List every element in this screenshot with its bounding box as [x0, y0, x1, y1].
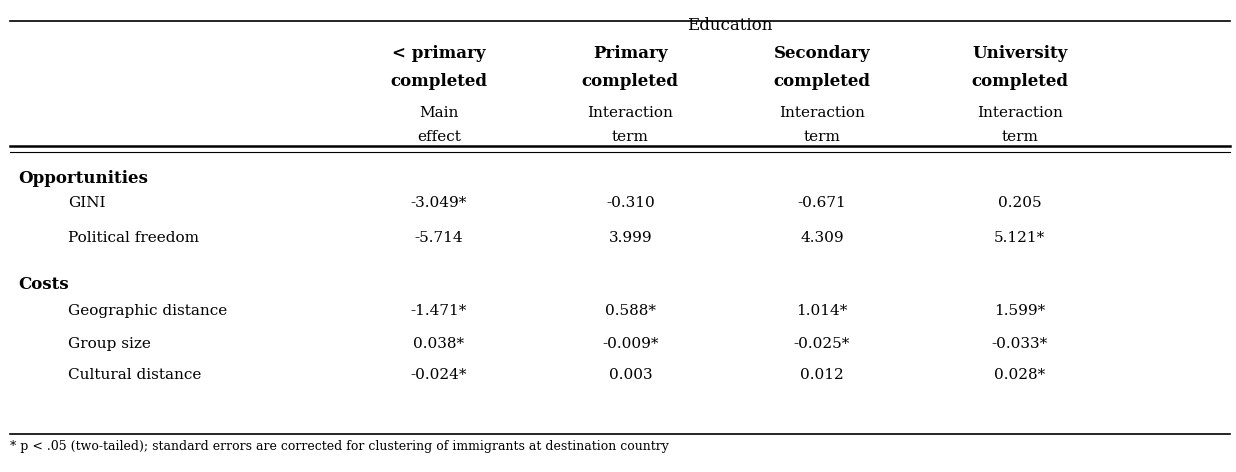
Text: 0.038*: 0.038* — [413, 337, 465, 352]
Text: Costs: Costs — [19, 276, 69, 293]
Text: * p < .05 (two-tailed); standard errors are corrected for clustering of immigran: * p < .05 (two-tailed); standard errors … — [10, 440, 669, 453]
Text: -3.049*: -3.049* — [410, 196, 467, 210]
Text: term: term — [1001, 130, 1038, 144]
Text: 0.003: 0.003 — [608, 368, 653, 382]
Text: 0.028*: 0.028* — [994, 368, 1046, 382]
Text: term: term — [803, 130, 840, 144]
Text: < primary: < primary — [392, 45, 486, 62]
Text: 0.205: 0.205 — [997, 196, 1042, 210]
Text: Interaction: Interaction — [779, 106, 865, 120]
Text: University: University — [971, 45, 1068, 62]
Text: Secondary: Secondary — [774, 45, 870, 62]
Text: Main: Main — [419, 106, 459, 120]
Text: term: term — [612, 130, 649, 144]
Text: -5.714: -5.714 — [414, 231, 464, 245]
Text: 3.999: 3.999 — [608, 231, 653, 245]
Text: Primary: Primary — [593, 45, 667, 62]
Text: Cultural distance: Cultural distance — [68, 368, 201, 382]
Text: -0.025*: -0.025* — [794, 337, 850, 352]
Text: 1.014*: 1.014* — [796, 304, 848, 319]
Text: completed: completed — [971, 73, 1068, 90]
Text: -0.310: -0.310 — [606, 196, 655, 210]
Text: 1.599*: 1.599* — [994, 304, 1046, 319]
Text: 0.012: 0.012 — [800, 368, 844, 382]
Text: -0.024*: -0.024* — [410, 368, 467, 382]
Text: Education: Education — [686, 17, 772, 34]
Text: 5.121*: 5.121* — [994, 231, 1046, 245]
Text: 4.309: 4.309 — [800, 231, 844, 245]
Text: -0.033*: -0.033* — [991, 337, 1048, 352]
Text: Opportunities: Opportunities — [19, 170, 148, 187]
Text: Political freedom: Political freedom — [68, 231, 199, 245]
Text: Interaction: Interaction — [587, 106, 674, 120]
Text: -0.671: -0.671 — [797, 196, 847, 210]
Text: completed: completed — [391, 73, 487, 90]
Text: -0.009*: -0.009* — [602, 337, 659, 352]
Text: Interaction: Interaction — [976, 106, 1063, 120]
Text: Group size: Group size — [68, 337, 151, 352]
Text: effect: effect — [417, 130, 461, 144]
Text: completed: completed — [774, 73, 870, 90]
Text: GINI: GINI — [68, 196, 105, 210]
Text: -1.471*: -1.471* — [410, 304, 467, 319]
Text: 0.588*: 0.588* — [604, 304, 656, 319]
Text: Geographic distance: Geographic distance — [68, 304, 227, 319]
Text: completed: completed — [582, 73, 679, 90]
